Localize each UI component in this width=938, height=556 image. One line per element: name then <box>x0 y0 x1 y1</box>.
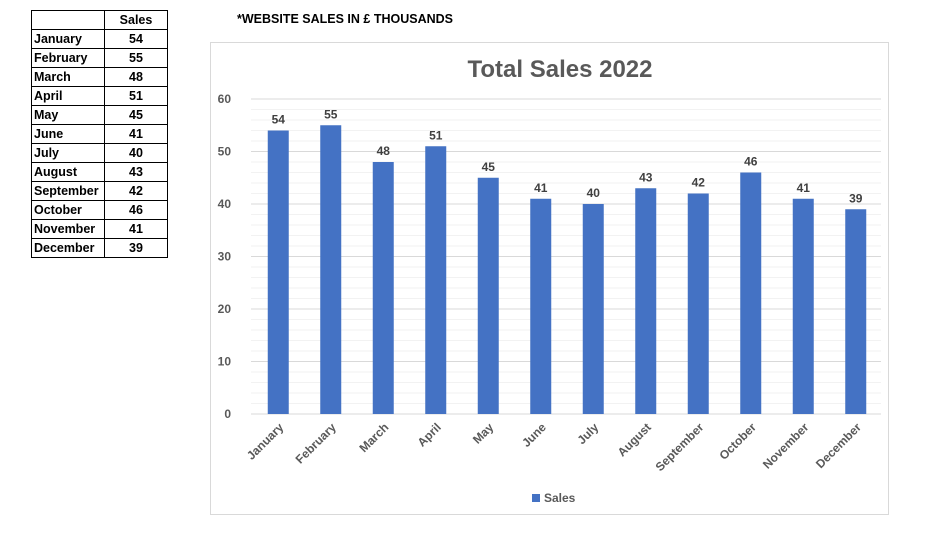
bar <box>845 209 867 414</box>
x-tick-label: August <box>615 420 654 459</box>
y-tick-label: 20 <box>218 302 232 316</box>
table-row: July 40 <box>31 143 168 163</box>
table-row: April 51 <box>31 86 168 106</box>
bar <box>740 172 762 414</box>
y-tick-label: 40 <box>218 197 232 211</box>
table-row: May 45 <box>31 105 168 125</box>
data-label: 51 <box>429 128 443 142</box>
table-cell-month: March <box>31 67 105 87</box>
bar <box>477 177 499 414</box>
x-tick-label: October <box>716 420 759 463</box>
x-tick-label: July <box>574 420 601 447</box>
table-cell-sales: 41 <box>104 219 168 239</box>
table-cell-month: October <box>31 200 105 220</box>
y-tick-label: 0 <box>224 407 231 421</box>
x-tick-label: April <box>415 420 444 449</box>
table-cell-sales: 54 <box>104 29 168 49</box>
table-cell-month: September <box>31 181 105 201</box>
table-cell-month: April <box>31 86 105 106</box>
table-cell-month: December <box>31 238 105 258</box>
table-row: January 54 <box>31 29 168 49</box>
table-cell-sales: 46 <box>104 200 168 220</box>
data-label: 55 <box>324 107 338 121</box>
data-label: 40 <box>587 186 601 200</box>
table-row: March 48 <box>31 67 168 87</box>
table-row: February 55 <box>31 48 168 68</box>
x-tick-label: February <box>293 420 339 466</box>
table-header-row: Sales <box>31 10 168 30</box>
table-row: September 42 <box>31 181 168 201</box>
x-tick-label: March <box>356 420 391 455</box>
table-row: June 41 <box>31 124 168 144</box>
sales-chart: Total Sales 2022 0 10 20 30 40 50 60 54 January 55… <box>210 42 889 515</box>
table-cell-month: July <box>31 143 105 163</box>
x-tick-label: June <box>519 420 549 450</box>
data-label: 41 <box>534 181 548 195</box>
table-cell-sales: 40 <box>104 143 168 163</box>
bar <box>582 204 604 414</box>
table-cell-month: May <box>31 105 105 125</box>
table-cell-month: February <box>31 48 105 68</box>
table-header-sales: Sales <box>104 10 168 30</box>
bar <box>792 198 814 414</box>
y-tick-label: 50 <box>218 145 232 159</box>
table-cell-month: August <box>31 162 105 182</box>
table-cell-sales: 42 <box>104 181 168 201</box>
table-cell-sales: 43 <box>104 162 168 182</box>
y-tick-label: 30 <box>218 250 232 264</box>
bar <box>267 130 289 414</box>
data-label: 42 <box>692 176 706 190</box>
x-tick-label: January <box>244 420 287 463</box>
x-tick-label: December <box>813 420 864 471</box>
table-cell-month: June <box>31 124 105 144</box>
data-label: 41 <box>797 181 811 195</box>
bar <box>687 193 709 414</box>
data-label: 54 <box>272 113 286 127</box>
data-label: 45 <box>482 160 496 174</box>
table-cell-sales: 55 <box>104 48 168 68</box>
table-header-blank <box>31 10 105 30</box>
table-cell-month: January <box>31 29 105 49</box>
table-row: December 39 <box>31 238 168 258</box>
table-cell-month: November <box>31 219 105 239</box>
sales-data-table: Sales January 54 February 55 March 48 April 51 M… <box>31 10 168 258</box>
y-tick-label: 10 <box>218 355 232 369</box>
sales-units-note: *WEBSITE SALES IN £ THOUSANDS <box>237 12 453 26</box>
data-label: 46 <box>744 155 758 169</box>
y-tick-label: 60 <box>218 92 232 106</box>
bar <box>320 125 342 414</box>
table-row: October 46 <box>31 200 168 220</box>
x-tick-label: May <box>470 420 497 447</box>
chart-title: Total Sales 2022 <box>468 56 653 83</box>
bar <box>372 162 394 414</box>
data-label: 43 <box>639 170 653 184</box>
table-row: August 43 <box>31 162 168 182</box>
table-cell-sales: 39 <box>104 238 168 258</box>
data-label: 48 <box>377 144 391 158</box>
legend-label: Sales <box>544 491 576 505</box>
table-cell-sales: 48 <box>104 67 168 87</box>
bar <box>635 188 657 414</box>
table-cell-sales: 51 <box>104 86 168 106</box>
x-tick-label: September <box>653 420 707 474</box>
table-cell-sales: 45 <box>104 105 168 125</box>
x-tick-label: November <box>760 420 812 472</box>
chart-svg: Total Sales 2022 0 10 20 30 40 50 60 54 January 55… <box>218 56 881 505</box>
bar <box>425 146 447 414</box>
legend-swatch <box>532 494 540 502</box>
data-label: 39 <box>849 191 863 205</box>
table-cell-sales: 41 <box>104 124 168 144</box>
table-row: November 41 <box>31 219 168 239</box>
bar <box>530 198 552 414</box>
